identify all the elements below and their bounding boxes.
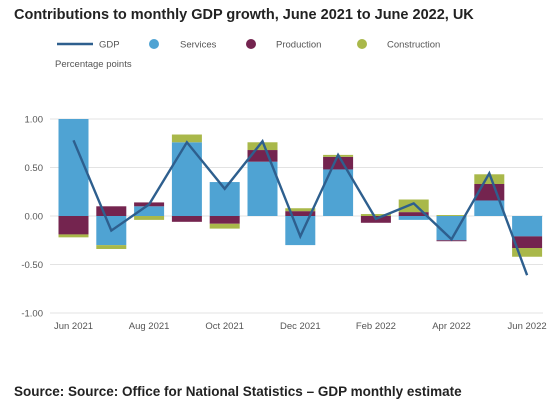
- legend-item-gdp: GDP: [57, 40, 120, 51]
- bar-construction-jun-2022: [512, 248, 543, 257]
- legend-item-construction: Construction: [357, 39, 440, 51]
- x-axis-ticks: Jun 2021 Aug 2021 Oct 2021 Dec 2021 Feb 2022…: [54, 321, 547, 332]
- x-tick-label: Aug 2021: [129, 321, 170, 332]
- x-tick-label: Feb 2022: [356, 321, 396, 332]
- y-tick-label: 0.00: [25, 212, 44, 223]
- y-tick-label: -1.00: [21, 309, 43, 320]
- legend-label: Construction: [387, 40, 440, 51]
- bar-production-nov-2021: [247, 150, 278, 162]
- bar-construction-apr-2022: [436, 215, 467, 216]
- y-tick-label: 0.50: [25, 163, 44, 174]
- bar-production-jul-2021: [96, 206, 127, 216]
- bar-services-aug-2021: [134, 206, 165, 216]
- bars: [58, 119, 543, 257]
- bar-production-dec-2021: [285, 211, 316, 216]
- legend-label: Services: [180, 40, 217, 51]
- x-tick-label: Apr 2022: [432, 321, 471, 332]
- legend: GDP Services Production Construction: [57, 39, 440, 51]
- bar-construction-oct-2021: [209, 223, 240, 229]
- bar-production-jan-2022: [323, 156, 354, 170]
- chart-title: Contributions to monthly GDP growth, Jun…: [14, 7, 474, 23]
- bar-construction-dec-2021: [285, 208, 316, 212]
- y-axis-unit-label: Percentage points: [55, 59, 132, 70]
- legend-label: Production: [276, 40, 321, 51]
- bar-construction-mar-2022: [398, 199, 429, 213]
- bar-services-mar-2022: [398, 216, 429, 220]
- bar-production-jun-2021: [58, 216, 89, 235]
- y-axis-ticks: 1.00 0.50 0.00 -0.50 -1.00: [21, 115, 43, 320]
- x-tick-label: Jun 2022: [508, 321, 547, 332]
- bar-production-jun-2022: [512, 236, 543, 249]
- legend-dot-marker: [149, 39, 159, 49]
- source-note: Source: Source: Office for National Stat…: [14, 384, 462, 399]
- bar-production-mar-2022: [398, 212, 429, 216]
- y-tick-label: 1.00: [25, 115, 44, 126]
- gdp-line: [72, 138, 529, 276]
- legend-dot-marker: [357, 39, 367, 49]
- legend-label: GDP: [99, 40, 120, 51]
- gdp-series-line: [72, 138, 529, 276]
- bar-construction-jun-2021: [58, 234, 89, 238]
- bar-construction-nov-2021: [247, 142, 278, 151]
- bar-construction-may-2022: [474, 174, 505, 184]
- bar-construction-aug-2021: [134, 216, 165, 220]
- bar-construction-sep-2021: [171, 134, 202, 143]
- y-tick-label: -0.50: [21, 260, 43, 271]
- x-tick-label: Dec 2021: [280, 321, 321, 332]
- bar-construction-feb-2022: [360, 214, 391, 216]
- legend-item-production: Production: [246, 39, 321, 51]
- bar-services-dec-2021: [285, 216, 316, 246]
- x-tick-label: Oct 2021: [205, 321, 244, 332]
- bar-services-nov-2021: [247, 161, 278, 216]
- bar-services-jun-2022: [512, 216, 543, 237]
- bar-services-may-2022: [474, 200, 505, 216]
- x-tick-label: Jun 2021: [54, 321, 93, 332]
- legend-item-services: Services: [149, 39, 217, 51]
- legend-dot-marker: [246, 39, 256, 49]
- bar-production-oct-2021: [209, 216, 240, 224]
- bar-construction-jul-2021: [96, 245, 127, 249]
- bar-production-sep-2021: [171, 216, 202, 222]
- bar-services-jun-2021: [58, 119, 89, 216]
